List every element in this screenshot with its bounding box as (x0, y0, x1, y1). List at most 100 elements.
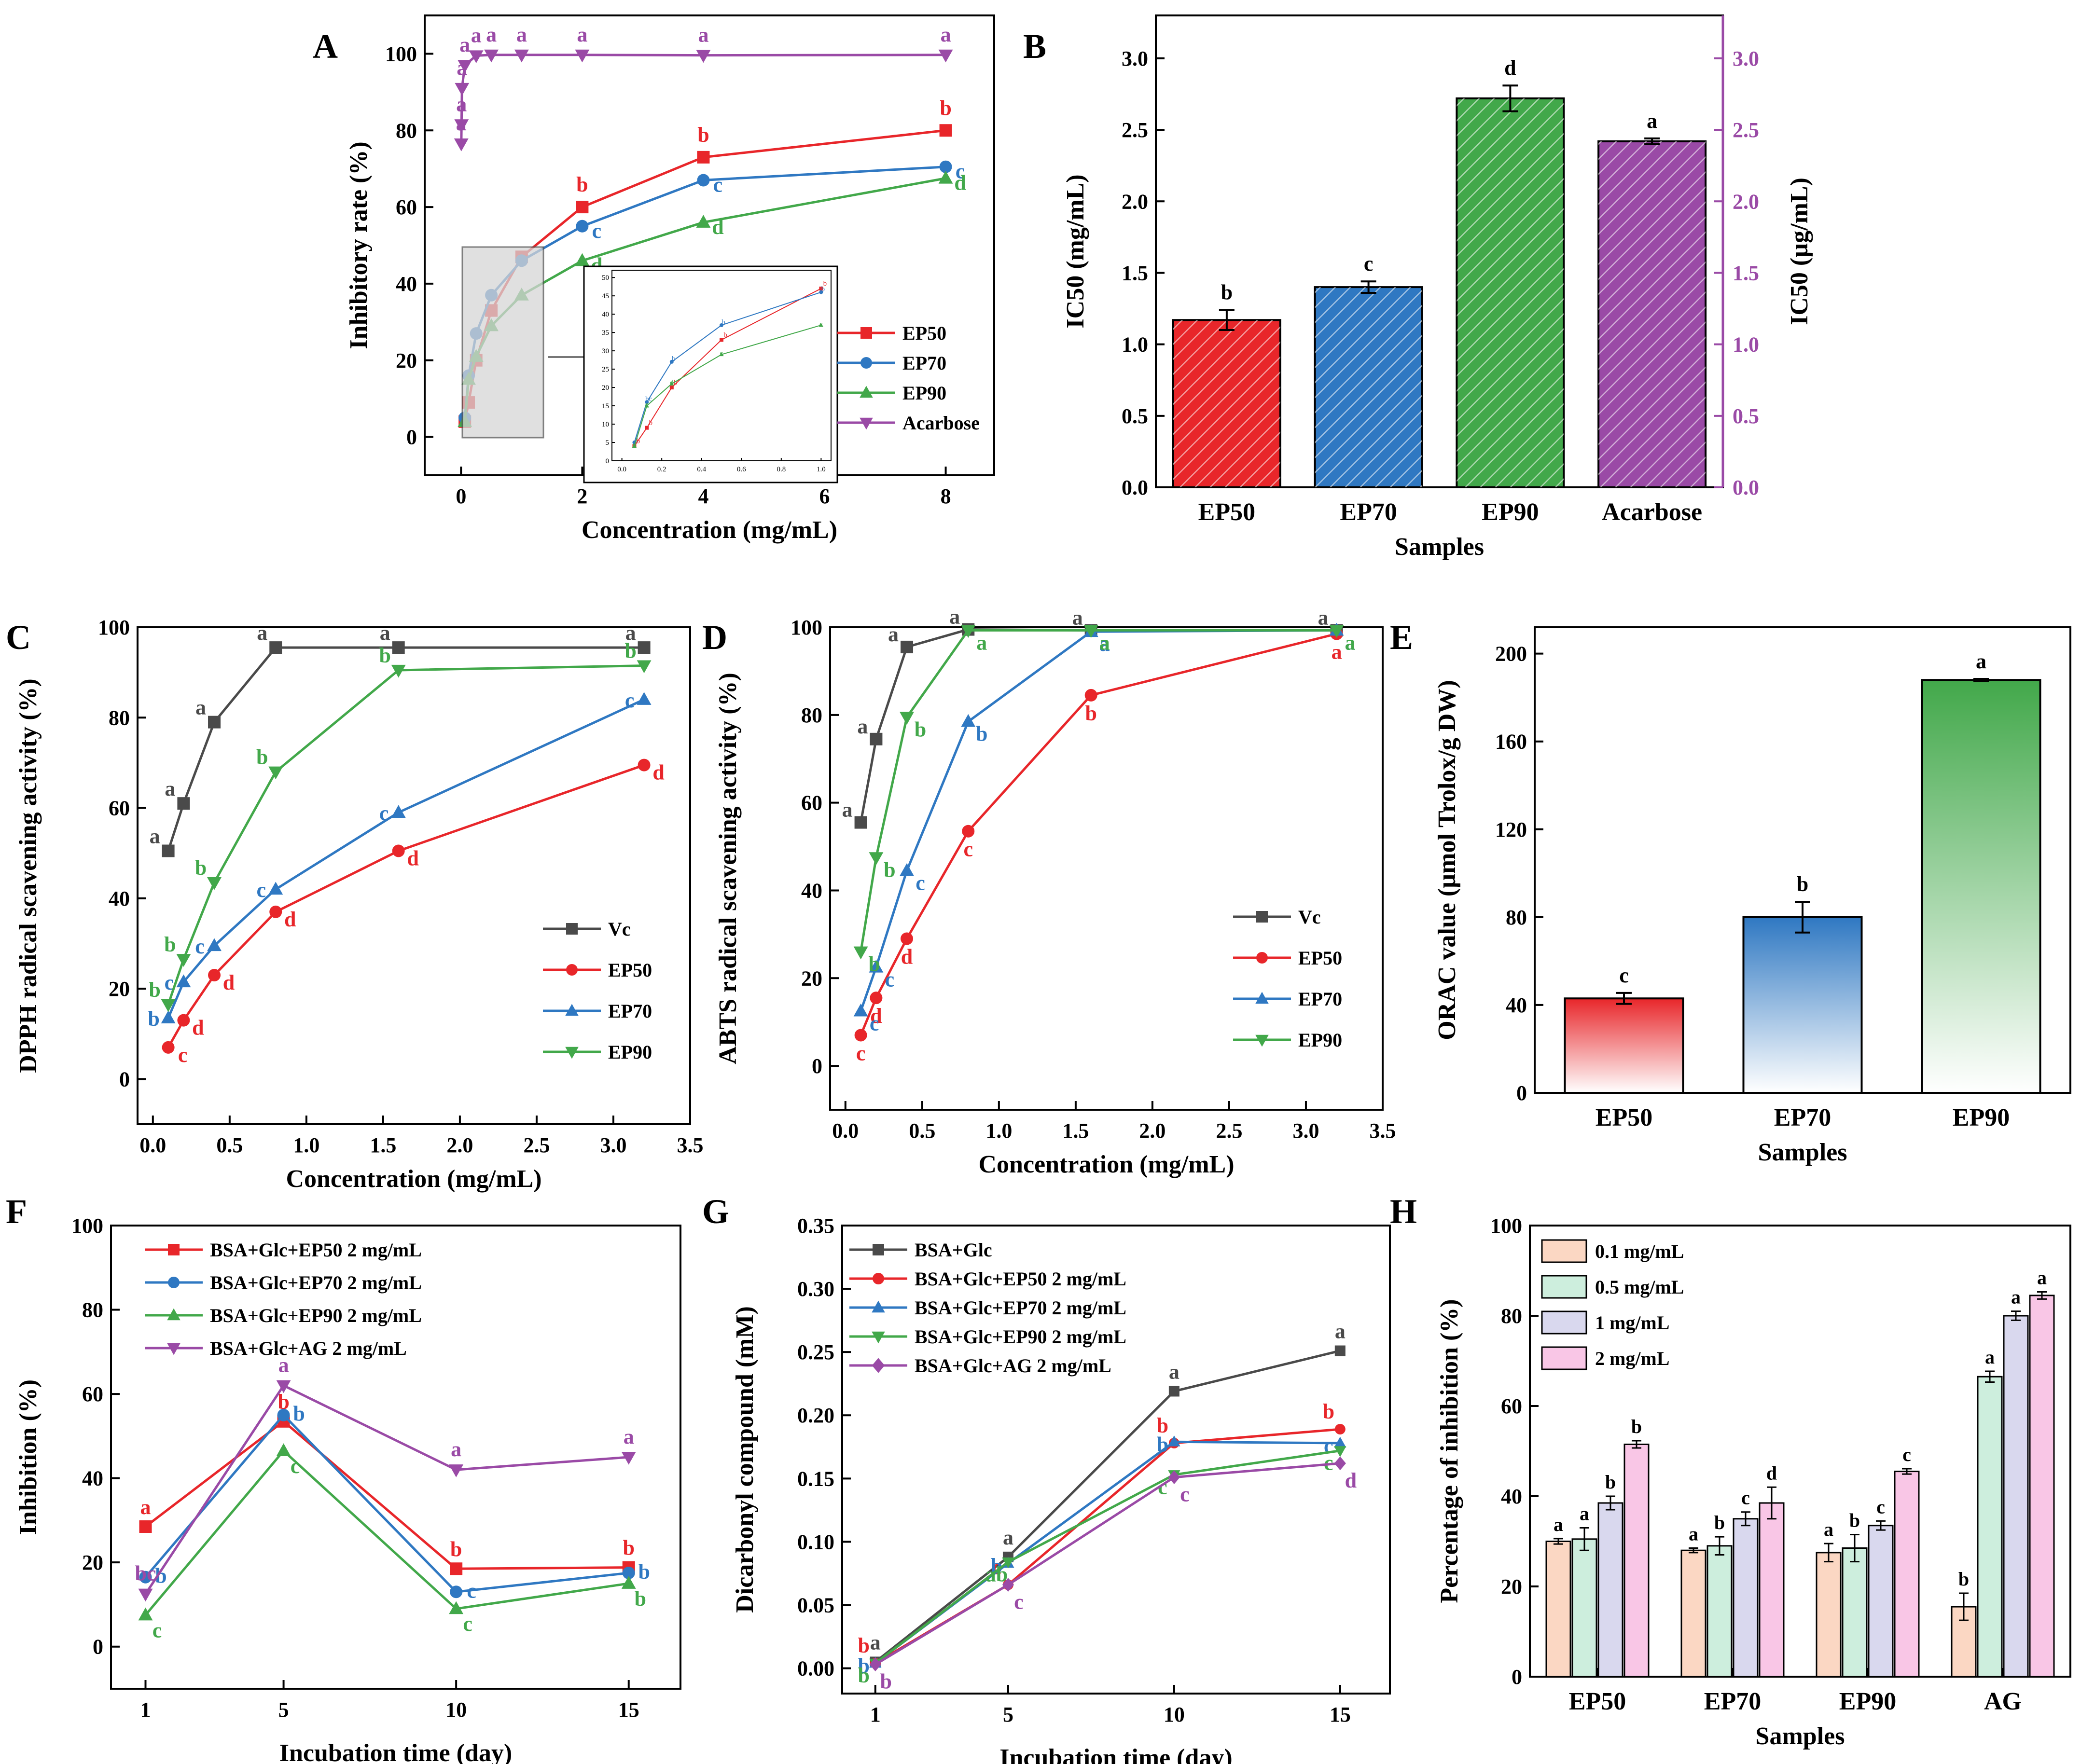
panel-a-inset-ytick-label-9: 45 (602, 292, 609, 300)
panel-b-ytick-label-6: 3.0 (1122, 47, 1148, 70)
panel-h-bar-1-3 (1759, 1502, 1785, 1678)
panel-e-ytick-label-5: 200 (1495, 642, 1527, 666)
panel-a-xtick-label-1: 2 (577, 484, 587, 508)
panel-a-series-0-sig-6: b (697, 123, 709, 147)
panel-d-series-3-sig-1: b (884, 858, 895, 882)
panel-d-xlabel: Concentration (mg/mL) (978, 1151, 1234, 1178)
panel-a-inset-series-0-sig-1: b (649, 419, 652, 427)
panel-f-legend-label-2: BSA+Glc+EP90 2 mg/mL (210, 1305, 422, 1326)
panel-a-inset-series-2-point-3 (719, 352, 724, 357)
panel-g-series-0-sig-1: a (1003, 1526, 1013, 1549)
panel-d-series-2-point-0 (853, 1003, 868, 1017)
panel-h-legend-swatch-1 (1541, 1275, 1587, 1299)
panel-a-series-3-sig-9: a (941, 23, 951, 46)
panel-g-series-1-line (874, 1428, 1341, 1665)
panel-c-xlabel: Concentration (mg/mL) (286, 1165, 541, 1193)
panel-d-series-3-sig-0: b (868, 952, 880, 976)
panel-c-series-3-sig-5: b (624, 639, 636, 663)
panel-g-legend-label-3: BSA+Glc+EP90 2 mg/mL (915, 1326, 1126, 1348)
panel-a-inset-series-0-point-3 (720, 338, 723, 342)
panel-f-ytick-label-2: 40 (82, 1467, 103, 1490)
panel-a-ytick-label-3: 60 (396, 195, 417, 219)
panel-g-series-2-point-2 (1168, 1435, 1180, 1447)
panel-g-series-0-point-3 (1334, 1345, 1346, 1356)
panel-c-series-1-point-4 (392, 844, 405, 857)
panel-a-series-3-sig-8: a (698, 23, 708, 47)
panel-c-legend-marker-1 (566, 964, 578, 976)
panel-a-inset-ytick-label-7: 35 (602, 329, 609, 337)
panel-a-ytick-label-5: 100 (385, 42, 417, 66)
panel-d-series-3-point-4 (1083, 625, 1098, 638)
panel-a-legend-marker-1 (860, 357, 872, 369)
panel-e-sig-2: a (1976, 649, 1986, 673)
panel-g-series-4-sig-1: c (1014, 1590, 1024, 1614)
panel-f-series-2-point-1 (276, 1443, 291, 1456)
panel-e-sig-1: b (1797, 872, 1808, 896)
panel-c-legend-label-2: EP70 (608, 1000, 652, 1022)
panel-f-xlabel: Incubation time (day) (279, 1739, 512, 1764)
panel-a-inset-series-2-sig-0: d (633, 441, 637, 449)
panel-d-series-0-sig-0: a (842, 798, 853, 822)
panel-d-series-1-sig-0: c (856, 1041, 866, 1065)
panel-a-series-3-sig-6: a (516, 23, 527, 46)
panel-c-series-3-sig-2: b (195, 856, 207, 880)
panel-d-series-1-sig-2: d (901, 945, 913, 968)
panel-g-dicarbonyl: 0.000.050.100.150.200.250.300.351 5 10 15In… (731, 1214, 1391, 1764)
panel-b-ylabel2: IC50 (µg/mL) (1786, 178, 1813, 325)
panel-b-sig-1: c (1364, 252, 1374, 276)
panel-f-series-1-point-3 (622, 1567, 635, 1579)
panel-c-ylabel: DPPH radical scavening activity (%) (14, 678, 42, 1073)
panel-a-inset-series-1-sig-2: b (672, 355, 676, 363)
panel-c-ytick-label-3: 60 (109, 797, 130, 820)
panel-c-series-2-point-0 (161, 1010, 176, 1024)
panel-f-series-2-point-2 (449, 1601, 464, 1614)
panel-d-series-0-line (860, 628, 1337, 823)
panel-c-series-1-sig-5: d (652, 761, 664, 785)
panel-f-series-1-sig-3: b (638, 1560, 650, 1584)
panel-a-legend-label-3: Acarbose (902, 412, 980, 434)
panel-g-ytick-label-4: 0.20 (797, 1404, 834, 1427)
panel-e-bar-2 (1921, 679, 2041, 1094)
panel-h-bar-1-0 (1680, 1549, 1707, 1678)
panel-h-category-0: EP50 (1569, 1688, 1626, 1715)
panel-d-xtick-label-0: 0.0 (832, 1119, 859, 1143)
panel-b-ytick-label-5: 2.5 (1122, 118, 1148, 142)
panel-a-inset-series-0-sig-4: b (823, 280, 827, 288)
panel-c-series-0-sig-5: a (625, 621, 636, 645)
panel-g-series-1-point-3 (1334, 1424, 1346, 1435)
panel-a-inset-series-1-point-2 (669, 359, 674, 364)
panel-g-legend-label-1: BSA+Glc+EP50 2 mg/mL (915, 1268, 1126, 1290)
panel-d-series-3-point-1 (869, 852, 884, 865)
panel-h-frame (1529, 1225, 2071, 1678)
panel-a-ytick-label-0: 0 (406, 426, 417, 449)
panel-a-series-3-point-1 (454, 119, 469, 132)
panel-a-series-2-point-6 (696, 215, 711, 228)
panel-a-inset-xtick-label-0: 0.0 (617, 466, 626, 473)
panel-a-inset-series-0-sig-3: b (723, 331, 727, 339)
panel-h-bar-0-0 (1545, 1541, 1571, 1678)
panel-c-series-3-point-3 (268, 766, 283, 780)
panel-g-series-4-point-0 (869, 1657, 881, 1672)
panel-h-sig-2-0: a (1824, 1518, 1833, 1540)
panel-f-legend-marker-2 (167, 1308, 180, 1321)
panel-a-inset-frame (611, 270, 832, 461)
panel-d-series-3-point-3 (961, 625, 976, 638)
panel-c-legend-marker-3 (565, 1047, 579, 1059)
panel-d-series-2-point-3 (961, 714, 976, 727)
panel-a-inset-series-2-sig-1: c (645, 401, 649, 409)
panel-f-series-3-point-2 (449, 1464, 464, 1477)
panel-c-frame (137, 626, 691, 1125)
panel-a-inset-ytick-label-0: 0 (606, 457, 610, 465)
panel-c-legend-label-1: EP50 (608, 959, 652, 981)
panel-g-ytick-label-2: 0.10 (797, 1530, 834, 1554)
panel-label-h: H (1390, 1192, 1417, 1231)
panel-f-series-0-sig-2: b (450, 1537, 462, 1561)
panel-d-ylabel: ABTS radical scavening activity (%) (714, 673, 742, 1064)
panel-c-series-1-sig-1: d (192, 1016, 204, 1040)
panel-c-xtick-label-7: 3.5 (677, 1133, 704, 1157)
panel-d-legend-marker-3 (1255, 1034, 1269, 1047)
panel-c-series-1-point-5 (638, 758, 651, 772)
panel-f-series-3-point-1 (276, 1380, 291, 1393)
panel-d-abts: 0 20 40 60 80 100 0.0 0.5 1.0 1.5 2.0 2.5 3.0 3.5 Conc… (714, 605, 1396, 1178)
